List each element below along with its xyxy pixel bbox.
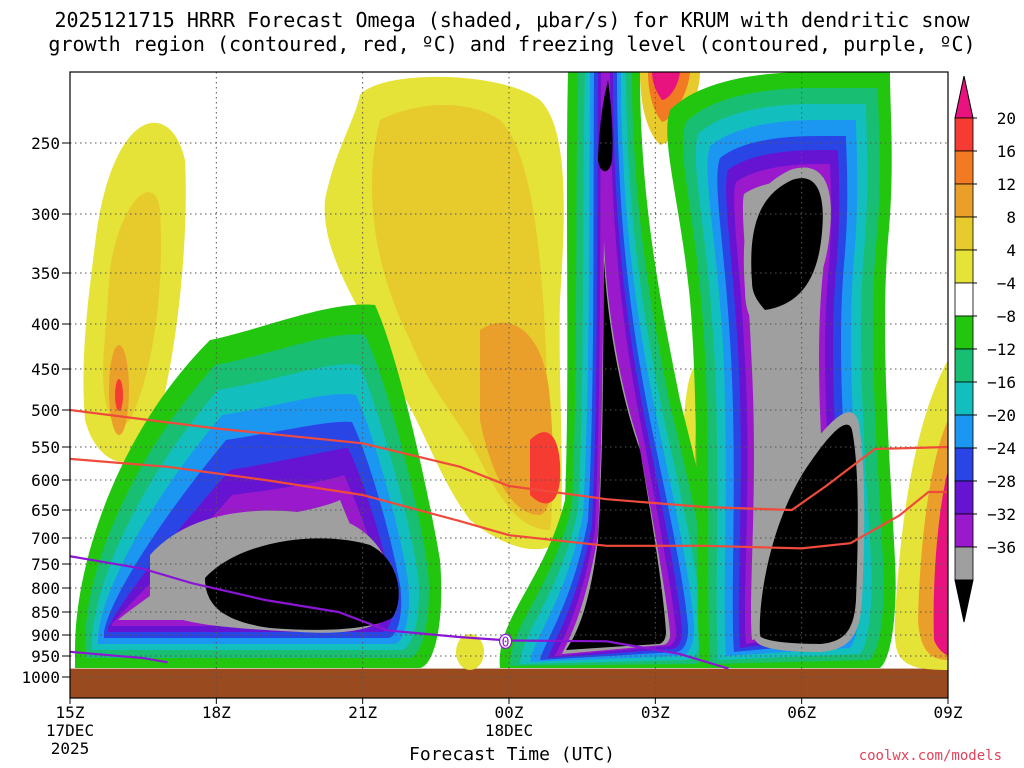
colorbar-label-5: −4 <box>997 274 1016 293</box>
pos-region-center-peak <box>530 432 561 504</box>
colorbar-bottom-arrow <box>954 579 974 623</box>
colorbar-swatch-10 <box>954 414 974 449</box>
colorbar-swatch-13 <box>954 513 974 548</box>
colorbar-label-1: 16 <box>997 142 1016 161</box>
y-axis: 250 300 350 400 450 500 550 600 650 700 750 800 850 9… <box>21 134 70 687</box>
colorbar: 20 16 12 8 4 −4 −8 −12 −16 −20 −24 −28 −32 −36 <box>954 75 1016 623</box>
x-tick-date-00Z: 18DEC <box>485 721 533 740</box>
colorbar-swatch-14 <box>954 546 974 581</box>
y-tick-900: 900 <box>31 626 60 645</box>
contours: 0 <box>70 408 948 670</box>
x-tick-09Z: 09Z <box>934 703 963 722</box>
freezing-label: 0 <box>502 635 510 650</box>
y-tick-1000: 1000 <box>21 668 60 687</box>
x-tick-06Z: 06Z <box>787 703 816 722</box>
y-tick-450: 450 <box>31 360 60 379</box>
pos-region-left-peak <box>115 379 123 411</box>
pos-region-right-peak <box>933 470 948 655</box>
y-tick-600: 600 <box>31 471 60 490</box>
x-tick-year-15Z: 2025 <box>51 739 90 758</box>
colorbar-swatch-6 <box>954 282 974 317</box>
dgz-contour-dgz-upper <box>70 408 948 512</box>
pos-region-top-peak <box>652 72 680 100</box>
colorbar-label-9: −20 <box>987 406 1016 425</box>
colorbar-label-4: 4 <box>1006 241 1016 260</box>
x-tick-03Z: 03Z <box>641 703 670 722</box>
colorbar-label-13: −36 <box>987 538 1016 557</box>
colorbar-swatch-3 <box>954 183 974 218</box>
y-tick-500: 500 <box>31 401 60 420</box>
colorbar-label-11: −28 <box>987 472 1016 491</box>
dgz-contour-dgz-lower <box>70 457 948 550</box>
colorbar-swatch-4 <box>954 216 974 251</box>
colorbar-swatch-9 <box>954 381 974 416</box>
y-tick-850: 850 <box>31 603 60 622</box>
colorbar-swatch-5 <box>954 249 974 284</box>
x-tick-15Z: 15Z <box>56 703 85 722</box>
colorbar-label-3: 8 <box>1006 208 1016 227</box>
neg-region-left-black <box>205 538 399 630</box>
neg-region-mid-black <box>566 260 666 650</box>
y-tick-350: 350 <box>31 264 60 283</box>
y-tick-250: 250 <box>31 134 60 153</box>
chart-title-line1: 2025121715 HRRR Forecast Omega (shaded, … <box>54 8 970 32</box>
colorbar-top-arrow <box>954 75 974 119</box>
colorbar-label-0: 20 <box>997 109 1016 128</box>
colorbar-swatch-7 <box>954 315 974 350</box>
neg-region-right-black-top <box>751 178 823 310</box>
credit-link[interactable]: coolwx.com/models <box>858 748 1002 764</box>
x-tick-00Z: 00Z <box>495 703 524 722</box>
y-tick-950: 950 <box>31 647 60 666</box>
colorbar-swatch-11 <box>954 447 974 482</box>
colorbar-label-8: −16 <box>987 373 1016 392</box>
pos-region-small <box>456 634 484 670</box>
y-tick-750: 750 <box>31 555 60 574</box>
colorbar-label-2: 12 <box>997 175 1016 194</box>
y-tick-550: 550 <box>31 438 60 457</box>
x-tick-18Z: 18Z <box>202 703 231 722</box>
colorbar-swatch-1 <box>954 117 974 152</box>
colorbar-swatch-2 <box>954 150 974 185</box>
y-tick-700: 700 <box>31 529 60 548</box>
x-tick-21Z: 21Z <box>348 703 377 722</box>
colorbar-label-6: −8 <box>997 307 1016 326</box>
y-tick-800: 800 <box>31 579 60 598</box>
colorbar-label-7: −12 <box>987 340 1016 359</box>
y-tick-650: 650 <box>31 501 60 520</box>
x-tick-date-15Z: 17DEC <box>46 721 94 740</box>
neg-region-mid-upper-black <box>598 80 613 172</box>
y-tick-300: 300 <box>31 205 60 224</box>
colorbar-label-12: −32 <box>987 505 1016 524</box>
freezing-contour-fzl-lower <box>70 650 168 664</box>
colorbar-swatch-12 <box>954 480 974 515</box>
omega-shading <box>70 72 948 698</box>
chart-title-line2: growth region (contoured, red, ºC) and f… <box>48 32 976 56</box>
freezing-contour-fzl-upper <box>70 555 729 670</box>
y-tick-400: 400 <box>31 315 60 334</box>
colorbar-label-10: −24 <box>987 439 1016 458</box>
x-axis-label: Forecast Time (UTC) <box>409 744 615 765</box>
colorbar-swatch-8 <box>954 348 974 383</box>
freezing-label-bg <box>498 633 513 649</box>
